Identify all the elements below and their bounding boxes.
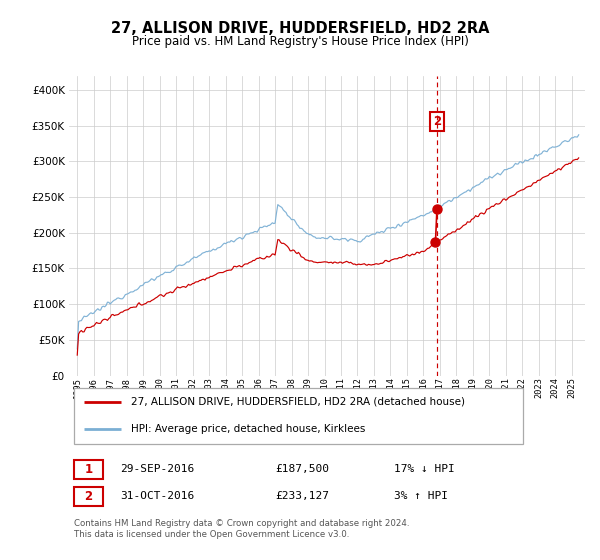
Text: HPI: Average price, detached house, Kirklees: HPI: Average price, detached house, Kirk… <box>131 424 365 435</box>
FancyBboxPatch shape <box>74 460 103 479</box>
Text: 3% ↑ HPI: 3% ↑ HPI <box>394 491 448 501</box>
Text: 2: 2 <box>433 115 441 128</box>
Text: 2: 2 <box>84 490 92 503</box>
Text: 1: 1 <box>84 463 92 475</box>
Text: 17% ↓ HPI: 17% ↓ HPI <box>394 464 455 474</box>
Text: 27, ALLISON DRIVE, HUDDERSFIELD, HD2 2RA: 27, ALLISON DRIVE, HUDDERSFIELD, HD2 2RA <box>111 21 489 36</box>
Text: 27, ALLISON DRIVE, HUDDERSFIELD, HD2 2RA (detached house): 27, ALLISON DRIVE, HUDDERSFIELD, HD2 2RA… <box>131 397 465 407</box>
Text: Price paid vs. HM Land Registry's House Price Index (HPI): Price paid vs. HM Land Registry's House … <box>131 35 469 48</box>
Text: Contains HM Land Registry data © Crown copyright and database right 2024.
This d: Contains HM Land Registry data © Crown c… <box>74 519 410 539</box>
Text: 29-SEP-2016: 29-SEP-2016 <box>121 464 195 474</box>
Text: £187,500: £187,500 <box>275 464 329 474</box>
FancyBboxPatch shape <box>74 487 103 506</box>
Text: £233,127: £233,127 <box>275 491 329 501</box>
FancyBboxPatch shape <box>74 388 523 445</box>
Text: 31-OCT-2016: 31-OCT-2016 <box>121 491 195 501</box>
